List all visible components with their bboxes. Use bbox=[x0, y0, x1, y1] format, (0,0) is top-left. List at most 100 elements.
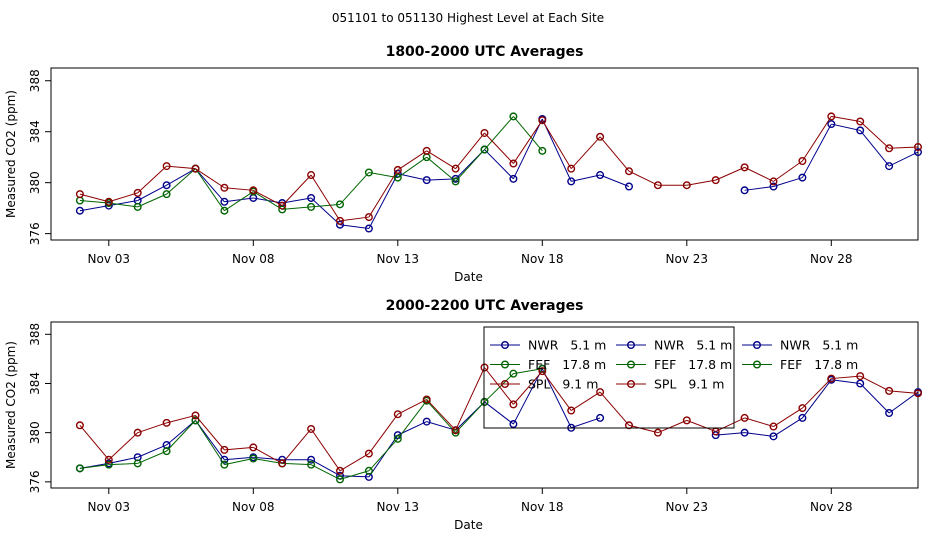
data-point-nwr bbox=[596, 171, 605, 180]
series-segment-spl bbox=[599, 391, 630, 426]
data-point-spl bbox=[856, 117, 865, 126]
series-segment-nwr bbox=[426, 178, 456, 181]
series-segment-spl bbox=[195, 168, 225, 189]
data-point-nwr bbox=[364, 224, 373, 233]
data-point-spl bbox=[75, 190, 84, 199]
series-segment-fef bbox=[339, 172, 370, 205]
data-point-spl bbox=[336, 466, 345, 475]
series-segment-spl bbox=[455, 367, 485, 431]
series-segment-fef bbox=[368, 438, 399, 472]
series-segment-spl bbox=[859, 375, 890, 392]
data-point-spl bbox=[798, 404, 807, 413]
series-segment-nwr bbox=[801, 123, 832, 178]
data-point-fef bbox=[307, 460, 316, 469]
data-point-nwr bbox=[769, 432, 778, 441]
series-fef bbox=[75, 112, 547, 215]
series-segment-nwr bbox=[744, 432, 774, 437]
data-point-spl bbox=[162, 162, 171, 171]
data-point-fef bbox=[538, 146, 547, 155]
series-segment-nwr bbox=[715, 432, 745, 436]
x-tick-label: Nov 23 bbox=[666, 500, 709, 514]
data-point-spl bbox=[393, 165, 402, 174]
series-segment-spl bbox=[570, 136, 601, 169]
series-segment-fef bbox=[484, 373, 514, 403]
series-segment-spl bbox=[715, 417, 745, 432]
series-segment-fef bbox=[484, 116, 514, 150]
data-point-spl bbox=[133, 188, 142, 197]
data-point-fef bbox=[364, 466, 373, 475]
x-tick-label: Nov 18 bbox=[521, 252, 564, 266]
data-point-nwr bbox=[856, 379, 865, 388]
series-segment-nwr bbox=[137, 184, 167, 201]
series-segment-spl bbox=[859, 121, 890, 149]
series-segment-nwr bbox=[888, 391, 919, 414]
series-segment-nwr bbox=[512, 368, 543, 425]
series-segment-spl bbox=[310, 174, 341, 222]
series-segment-spl bbox=[744, 417, 774, 427]
series-segment-nwr bbox=[571, 417, 601, 429]
data-point-spl bbox=[769, 177, 778, 186]
series-segment-nwr bbox=[859, 130, 890, 167]
data-point-nwr bbox=[422, 176, 431, 185]
series-segment-nwr bbox=[831, 379, 861, 384]
data-point-spl bbox=[914, 142, 923, 151]
series-segment-spl bbox=[253, 446, 283, 464]
series-segment-fef bbox=[224, 191, 254, 212]
data-point-nwr bbox=[422, 417, 431, 426]
series-segment-nwr bbox=[195, 168, 225, 203]
series-segment-nwr bbox=[339, 224, 369, 230]
plot-frame bbox=[50, 321, 919, 489]
data-point-spl bbox=[827, 374, 836, 383]
series-segment-nwr bbox=[339, 475, 369, 478]
legend-entry-label: NWR 5.1 m bbox=[780, 338, 858, 353]
x-tick-label: Nov 28 bbox=[810, 500, 853, 514]
series-segment-spl bbox=[831, 115, 861, 123]
series-segment-fef bbox=[195, 168, 225, 211]
series-segment-fef bbox=[455, 149, 485, 182]
series-segment-fef bbox=[224, 457, 254, 466]
series-segment-spl bbox=[368, 169, 399, 218]
data-point-spl bbox=[885, 386, 894, 395]
y-axis-label: Measured CO2 (ppm) bbox=[4, 90, 18, 218]
data-point-nwr bbox=[856, 126, 865, 135]
series-segment-spl bbox=[801, 116, 832, 162]
data-point-spl bbox=[451, 164, 460, 173]
x-tick-label: Nov 23 bbox=[666, 252, 709, 266]
x-axis-label: Date bbox=[454, 518, 483, 532]
series-segment-nwr bbox=[224, 197, 254, 203]
series-segment-nwr bbox=[166, 168, 196, 186]
series-segment-fef bbox=[108, 202, 138, 208]
y-tick-label: 376 bbox=[28, 470, 42, 493]
y-tick-label: 384 bbox=[28, 120, 42, 143]
data-point-spl bbox=[653, 428, 662, 437]
series-segment-fef bbox=[166, 168, 196, 195]
figure-title: 051101 to 051130 Highest Level at Each S… bbox=[332, 11, 604, 25]
data-point-nwr bbox=[885, 162, 894, 171]
x-tick-label: Nov 03 bbox=[88, 500, 131, 514]
data-point-nwr bbox=[509, 174, 518, 183]
data-point-nwr bbox=[307, 455, 316, 464]
series-segment-spl bbox=[310, 428, 341, 472]
series-segment-spl bbox=[599, 136, 630, 172]
data-point-nwr bbox=[740, 186, 749, 195]
series-spl bbox=[75, 363, 923, 475]
series-segment-nwr bbox=[831, 123, 861, 131]
series-segment-spl bbox=[426, 399, 456, 431]
y-tick-label: 376 bbox=[28, 222, 42, 245]
y-tick-label: 384 bbox=[28, 372, 42, 395]
chart-panel-2: 2000-2200 UTC Averages 376 380 384 388 Nov 03… bbox=[4, 298, 923, 532]
data-point-spl bbox=[509, 159, 518, 168]
series-segment-spl bbox=[744, 166, 774, 182]
data-point-spl bbox=[567, 406, 576, 415]
data-point-spl bbox=[856, 372, 865, 381]
data-point-spl bbox=[249, 443, 258, 452]
series-segment-spl bbox=[484, 367, 514, 405]
series-segment-nwr bbox=[224, 456, 254, 461]
series-segment-fef bbox=[368, 171, 398, 179]
x-tick-label: Nov 18 bbox=[521, 500, 564, 514]
series-segment-spl bbox=[657, 419, 687, 434]
data-point-fef bbox=[133, 459, 142, 468]
legend-entry-label: NWR 5.1 m bbox=[654, 338, 732, 353]
series-segment-fef bbox=[426, 400, 456, 434]
